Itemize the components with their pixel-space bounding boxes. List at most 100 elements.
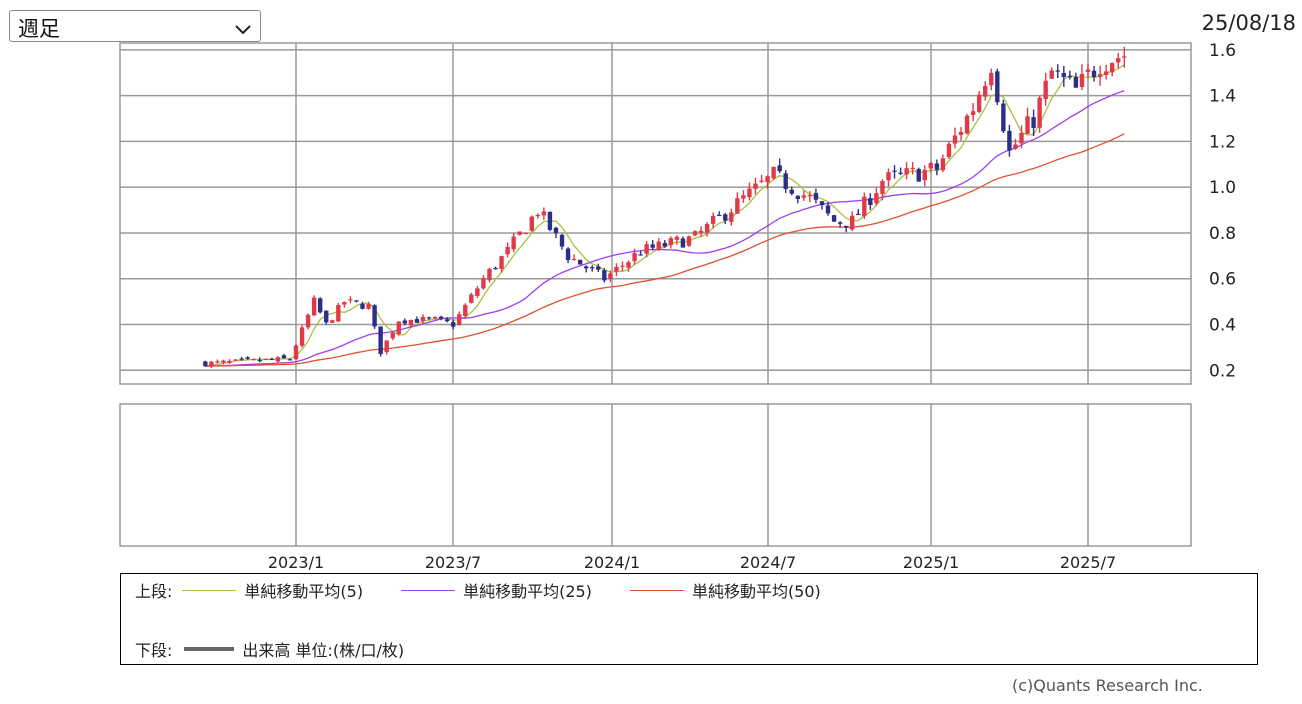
candle-body xyxy=(777,165,782,172)
candle xyxy=(801,190,807,201)
candle-body xyxy=(741,195,746,199)
candle-body xyxy=(837,222,843,224)
candle-body xyxy=(1001,103,1006,132)
candle-body xyxy=(1007,130,1012,151)
period-select[interactable]: 週足 xyxy=(9,10,261,42)
candle-body xyxy=(535,214,541,217)
candle-body xyxy=(420,316,426,322)
candle xyxy=(807,191,813,203)
candle xyxy=(680,236,686,248)
legend-swatch-ma50 xyxy=(629,589,684,591)
candle-body xyxy=(275,357,281,362)
candle-body xyxy=(1055,70,1060,72)
candle-body xyxy=(336,304,341,322)
candle xyxy=(753,177,758,195)
candle xyxy=(311,295,317,317)
candle-body xyxy=(765,176,770,183)
ma-line-25 xyxy=(205,89,1125,367)
x-tick-label: 2023/7 xyxy=(425,553,481,572)
candle-body xyxy=(505,247,510,255)
candle-body xyxy=(1122,56,1127,58)
candle xyxy=(402,318,408,326)
candle-body xyxy=(402,320,408,324)
candle-body xyxy=(305,314,311,328)
candle-body xyxy=(408,319,414,326)
candle xyxy=(565,247,571,264)
candle-body xyxy=(771,166,776,179)
candle-body xyxy=(269,358,275,361)
candle-body xyxy=(1043,80,1048,100)
candle xyxy=(221,359,226,365)
candle xyxy=(771,166,776,181)
candle xyxy=(886,168,891,187)
candle xyxy=(1055,64,1060,78)
candle xyxy=(904,162,909,180)
y-tick-label: 1.6 xyxy=(1209,41,1236,61)
legend-item-ma50: 単純移動平均(50) xyxy=(620,578,821,602)
candle-body xyxy=(330,320,335,323)
candle-body xyxy=(807,195,813,197)
candle xyxy=(1067,70,1073,80)
candle xyxy=(505,242,510,258)
candle xyxy=(626,260,631,272)
candle xyxy=(366,301,371,310)
candle-body xyxy=(928,162,934,169)
candle xyxy=(1073,72,1079,88)
candle xyxy=(1061,65,1067,87)
price-chart: 0.2 0.4 0.6 0.8 1.0 1.2 1.4 1.6 2023/1 2023/7 2024… xyxy=(119,41,1236,572)
legend-upper-label: 上段: xyxy=(135,582,173,601)
candle-body xyxy=(922,169,927,181)
candle-body xyxy=(571,258,577,261)
candle xyxy=(668,236,674,249)
candle xyxy=(602,268,607,283)
volume-panel-frame xyxy=(119,403,1192,547)
candle xyxy=(874,187,879,206)
candle xyxy=(414,316,420,323)
y-tick-label: 1.2 xyxy=(1209,132,1236,152)
candle xyxy=(1025,107,1030,135)
candle-body xyxy=(692,231,698,236)
candle xyxy=(825,202,831,216)
candle-body xyxy=(1097,74,1103,77)
candle xyxy=(1019,125,1024,149)
candle-body xyxy=(735,198,740,214)
candle xyxy=(710,212,716,229)
candle xyxy=(747,182,752,201)
legend-label-volume: 出来高 単位:(株/口/枚) xyxy=(242,641,405,660)
legend-lower-label: 下段: xyxy=(135,641,173,660)
candle-body xyxy=(843,225,849,228)
candle-body xyxy=(1013,144,1018,149)
candle-body xyxy=(602,270,607,281)
candle xyxy=(257,357,262,363)
candle-body xyxy=(783,173,788,189)
candle xyxy=(293,343,299,360)
candle-body xyxy=(1037,97,1042,128)
candle xyxy=(662,240,667,248)
price-panel-frame xyxy=(119,42,1192,385)
candle xyxy=(1079,64,1085,91)
candle-body xyxy=(1019,132,1024,144)
candle-body xyxy=(668,238,674,246)
candle-body xyxy=(372,305,377,327)
candle-body xyxy=(414,319,420,323)
candle xyxy=(765,175,770,189)
ma-line-50 xyxy=(205,133,1125,367)
candle xyxy=(583,265,589,273)
candle xyxy=(547,211,553,232)
legend-label-ma25: 単純移動平均(25) xyxy=(463,582,592,601)
candle-body xyxy=(529,216,534,231)
candle-body xyxy=(317,298,323,313)
candle xyxy=(910,162,915,175)
candle-body xyxy=(311,297,317,316)
candle-body xyxy=(366,304,371,309)
x-tick-label: 2024/7 xyxy=(740,553,796,572)
candle xyxy=(438,315,444,321)
candle-body xyxy=(632,253,637,262)
candle-body xyxy=(481,278,486,289)
candle-body xyxy=(983,85,988,97)
candle-body xyxy=(583,266,589,269)
candle xyxy=(1037,95,1042,133)
candle xyxy=(457,311,462,326)
candle-body xyxy=(704,224,710,233)
candle xyxy=(1043,72,1048,106)
